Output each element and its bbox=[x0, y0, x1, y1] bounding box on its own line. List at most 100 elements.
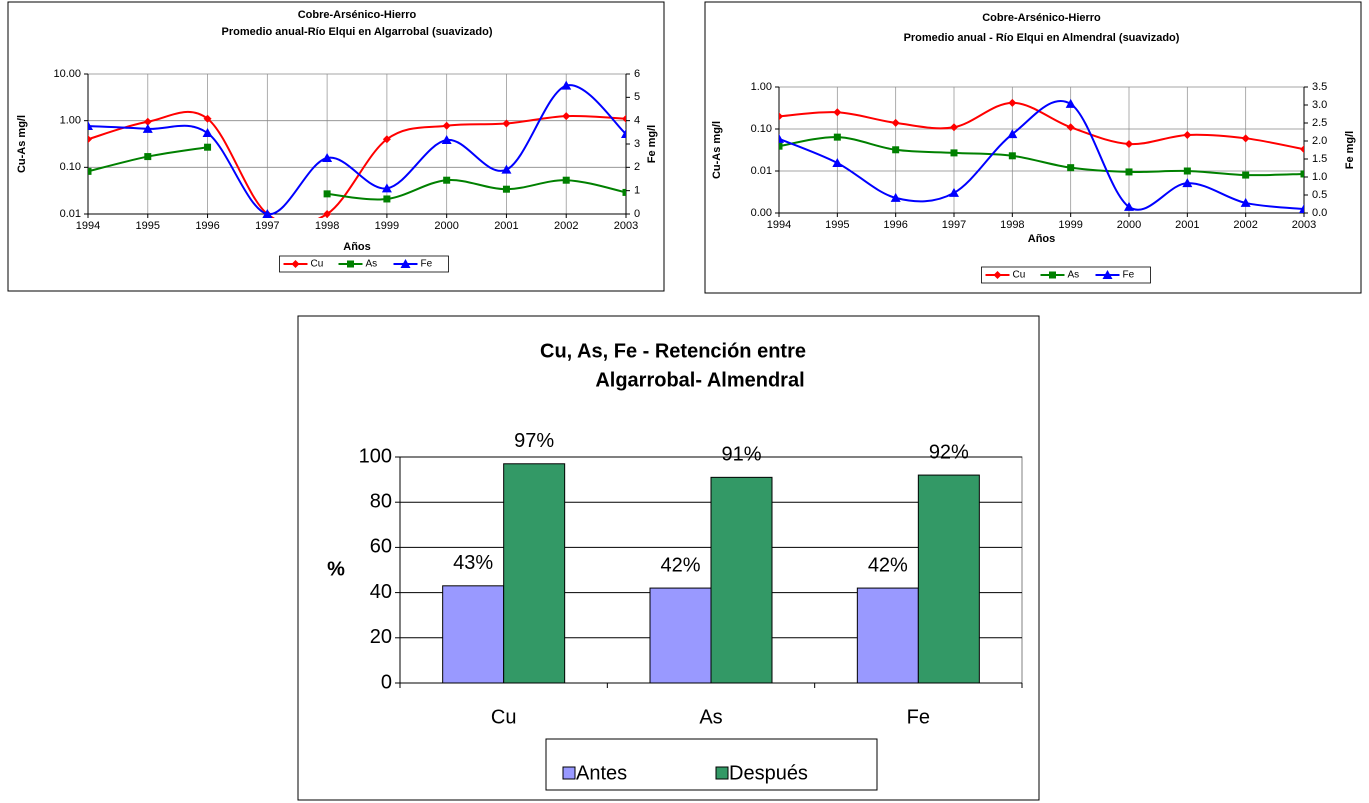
chart-title: Cobre-Arsénico-Hierro bbox=[298, 9, 417, 21]
x-tick-label: Cu bbox=[491, 706, 517, 728]
y2-tick-label: 2.5 bbox=[1312, 117, 1327, 129]
marker bbox=[561, 80, 572, 90]
y-tick-label: 0.01 bbox=[751, 165, 772, 177]
marker bbox=[1066, 123, 1075, 132]
value-label: 42% bbox=[868, 554, 908, 576]
marker bbox=[1240, 197, 1251, 207]
x-tick-label: 2003 bbox=[614, 220, 638, 232]
marker bbox=[143, 117, 152, 126]
series-line bbox=[88, 84, 626, 216]
series-group bbox=[779, 98, 1304, 214]
legend-label: Después bbox=[729, 762, 808, 784]
value-label: 92% bbox=[929, 441, 969, 463]
y-tick-label: 1.00 bbox=[60, 115, 81, 127]
marker bbox=[382, 135, 391, 144]
marker bbox=[1065, 98, 1076, 108]
marker bbox=[88, 135, 92, 144]
y-tick-label: 20 bbox=[370, 626, 392, 648]
y2-tick-label: 5 bbox=[634, 91, 640, 103]
x-tick-label: 1997 bbox=[255, 220, 279, 232]
marker bbox=[892, 146, 900, 154]
legend-label: As bbox=[1068, 270, 1080, 281]
legend-marker bbox=[993, 271, 1002, 279]
marker bbox=[501, 164, 512, 174]
marker bbox=[1182, 178, 1193, 188]
marker bbox=[562, 112, 571, 121]
marker bbox=[622, 114, 626, 123]
marker bbox=[502, 185, 510, 193]
value-label: 43% bbox=[453, 552, 493, 574]
value-label: 42% bbox=[660, 554, 700, 576]
x-tick-label: 1998 bbox=[315, 220, 339, 232]
y-tick-label: 100 bbox=[359, 445, 392, 467]
bar bbox=[856, 587, 919, 684]
y2-tick-label: 4 bbox=[634, 115, 640, 127]
y-tick-label: 0.00 bbox=[751, 207, 772, 219]
legend-label: Cu bbox=[1013, 270, 1026, 281]
legend-label: Cu bbox=[311, 259, 324, 270]
legend-marker bbox=[1102, 270, 1113, 279]
x-tick-label: 1997 bbox=[942, 219, 966, 231]
x-tick-label: 2001 bbox=[494, 220, 518, 232]
marker bbox=[88, 121, 93, 131]
chart-frame bbox=[704, 1, 1362, 294]
marker bbox=[502, 119, 511, 128]
y2-tick-label: 0 bbox=[634, 208, 640, 220]
marker bbox=[621, 128, 626, 138]
marker bbox=[950, 123, 958, 132]
marker bbox=[1008, 98, 1017, 107]
chart-title: Cobre-Arsénico-Hierro bbox=[982, 12, 1101, 24]
chart-title: Algarrobal- Almendral bbox=[595, 369, 804, 391]
chart-title: Cu, As, Fe - Retención entre bbox=[540, 340, 806, 362]
marker bbox=[1007, 129, 1018, 139]
series-line bbox=[88, 110, 626, 218]
marker bbox=[204, 143, 212, 151]
marker bbox=[262, 209, 273, 218]
x-tick-label: 2002 bbox=[554, 220, 578, 232]
y-tick-label: 60 bbox=[370, 536, 392, 558]
legend-marker bbox=[1049, 271, 1056, 279]
marker bbox=[1299, 204, 1304, 214]
x-tick-label: 2003 bbox=[1292, 219, 1316, 231]
marker bbox=[833, 108, 842, 117]
y-tick-label: 80 bbox=[370, 490, 392, 512]
y-axis-label: Cu-As mg/l bbox=[711, 121, 723, 179]
x-tick-label: 1994 bbox=[76, 220, 100, 232]
legend-marker bbox=[347, 260, 354, 268]
x-tick-label: 2000 bbox=[434, 220, 458, 232]
x-tick-label: 1999 bbox=[1058, 219, 1082, 231]
marker bbox=[323, 210, 332, 218]
marker bbox=[1125, 168, 1133, 176]
x-tick-label: 1995 bbox=[825, 219, 849, 231]
marker bbox=[142, 123, 153, 133]
x-axis-label: Años bbox=[1028, 233, 1056, 245]
x-tick-label: As bbox=[699, 706, 722, 728]
marker bbox=[202, 128, 213, 138]
series-group bbox=[88, 80, 626, 218]
y2-tick-label: 0.0 bbox=[1312, 207, 1327, 219]
x-axis-label: Años bbox=[343, 241, 371, 253]
series-line bbox=[779, 136, 1304, 177]
bar bbox=[710, 476, 773, 684]
marker bbox=[779, 142, 783, 150]
marker bbox=[88, 167, 92, 175]
y2-tick-label: 1 bbox=[634, 185, 640, 197]
marker bbox=[323, 190, 331, 198]
marker bbox=[779, 133, 784, 143]
marker bbox=[562, 176, 570, 184]
marker bbox=[1183, 130, 1192, 139]
marker bbox=[833, 133, 841, 141]
legend-swatch bbox=[715, 766, 729, 780]
marker bbox=[1124, 201, 1134, 211]
marker bbox=[891, 118, 900, 127]
marker bbox=[441, 135, 452, 145]
marker bbox=[832, 157, 843, 167]
marker bbox=[1241, 134, 1250, 143]
y-tick-label: 0.10 bbox=[751, 123, 772, 135]
bar bbox=[503, 463, 566, 684]
y-tick-label: 0.10 bbox=[60, 161, 81, 173]
marker bbox=[1300, 145, 1304, 154]
x-tick-label: 2000 bbox=[1117, 219, 1141, 231]
legend-label: As bbox=[366, 259, 378, 270]
legend-marker bbox=[400, 259, 411, 268]
